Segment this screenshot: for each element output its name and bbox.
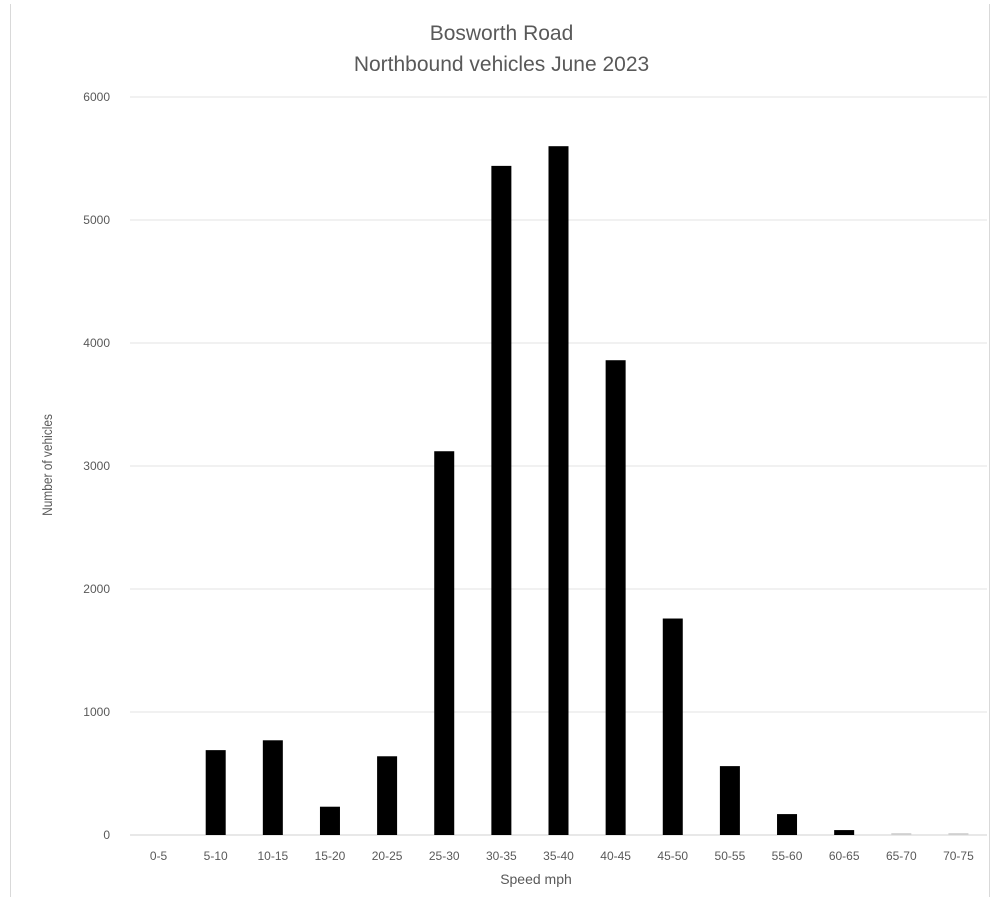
bar-15-20 <box>319 806 340 835</box>
bar-70-75 <box>948 833 969 835</box>
x-tick-label: 35-40 <box>543 849 574 863</box>
bar-10-15 <box>262 740 283 835</box>
x-tick-label: 0-5 <box>150 849 168 863</box>
y-tick-label: 5000 <box>83 213 110 227</box>
bar-25-30 <box>434 451 455 835</box>
x-tick-label: 15-20 <box>315 849 346 863</box>
y-tick-label: 1000 <box>83 705 110 719</box>
x-tick-label: 55-60 <box>772 849 803 863</box>
x-tick-label: 60-65 <box>829 849 860 863</box>
x-tick-label: 65-70 <box>886 849 917 863</box>
bar-20-25 <box>377 756 398 835</box>
bar-55-60 <box>777 814 798 835</box>
x-tick-label: 70-75 <box>943 849 974 863</box>
bar-40-45 <box>605 360 626 835</box>
y-axis-title: Number of vehicles <box>39 414 55 516</box>
y-tick-label: 3000 <box>83 459 110 473</box>
x-tick-label: 40-45 <box>600 849 631 863</box>
x-tick-label: 50-55 <box>715 849 746 863</box>
x-tick-label: 5-10 <box>204 849 228 863</box>
x-tick-label: 45-50 <box>657 849 688 863</box>
y-tick-label: 2000 <box>83 582 110 596</box>
x-tick-label: 30-35 <box>486 849 517 863</box>
chart-frame <box>10 4 990 897</box>
bar-65-70 <box>891 833 912 835</box>
y-tick-label: 4000 <box>83 336 110 350</box>
x-tick-label: 25-30 <box>429 849 460 863</box>
bar-50-55 <box>719 766 740 835</box>
chart-title: Bosworth Road <box>429 22 574 45</box>
x-tick-label: 10-15 <box>257 849 288 863</box>
y-tick-label: 6000 <box>83 90 110 104</box>
bar-30-35 <box>491 165 512 835</box>
x-axis-ticks: 0-5 5-10 10-15 15-20 20-25 25-30 30-35 35-40 40-… <box>150 849 974 863</box>
x-axis-title: Speed mph <box>500 871 572 887</box>
bar-60-65 <box>834 830 855 835</box>
bars <box>205 146 969 835</box>
bar-5-10 <box>205 750 226 835</box>
bar-35-40 <box>548 146 569 835</box>
bar-45-50 <box>662 618 683 835</box>
x-tick-label: 20-25 <box>372 849 403 863</box>
chart-subtitle: Northbound vehicles June 2023 <box>353 53 650 76</box>
y-tick-label: 0 <box>103 828 110 842</box>
y-axis-ticks: 0 1000 2000 3000 4000 5000 6000 <box>83 90 110 842</box>
